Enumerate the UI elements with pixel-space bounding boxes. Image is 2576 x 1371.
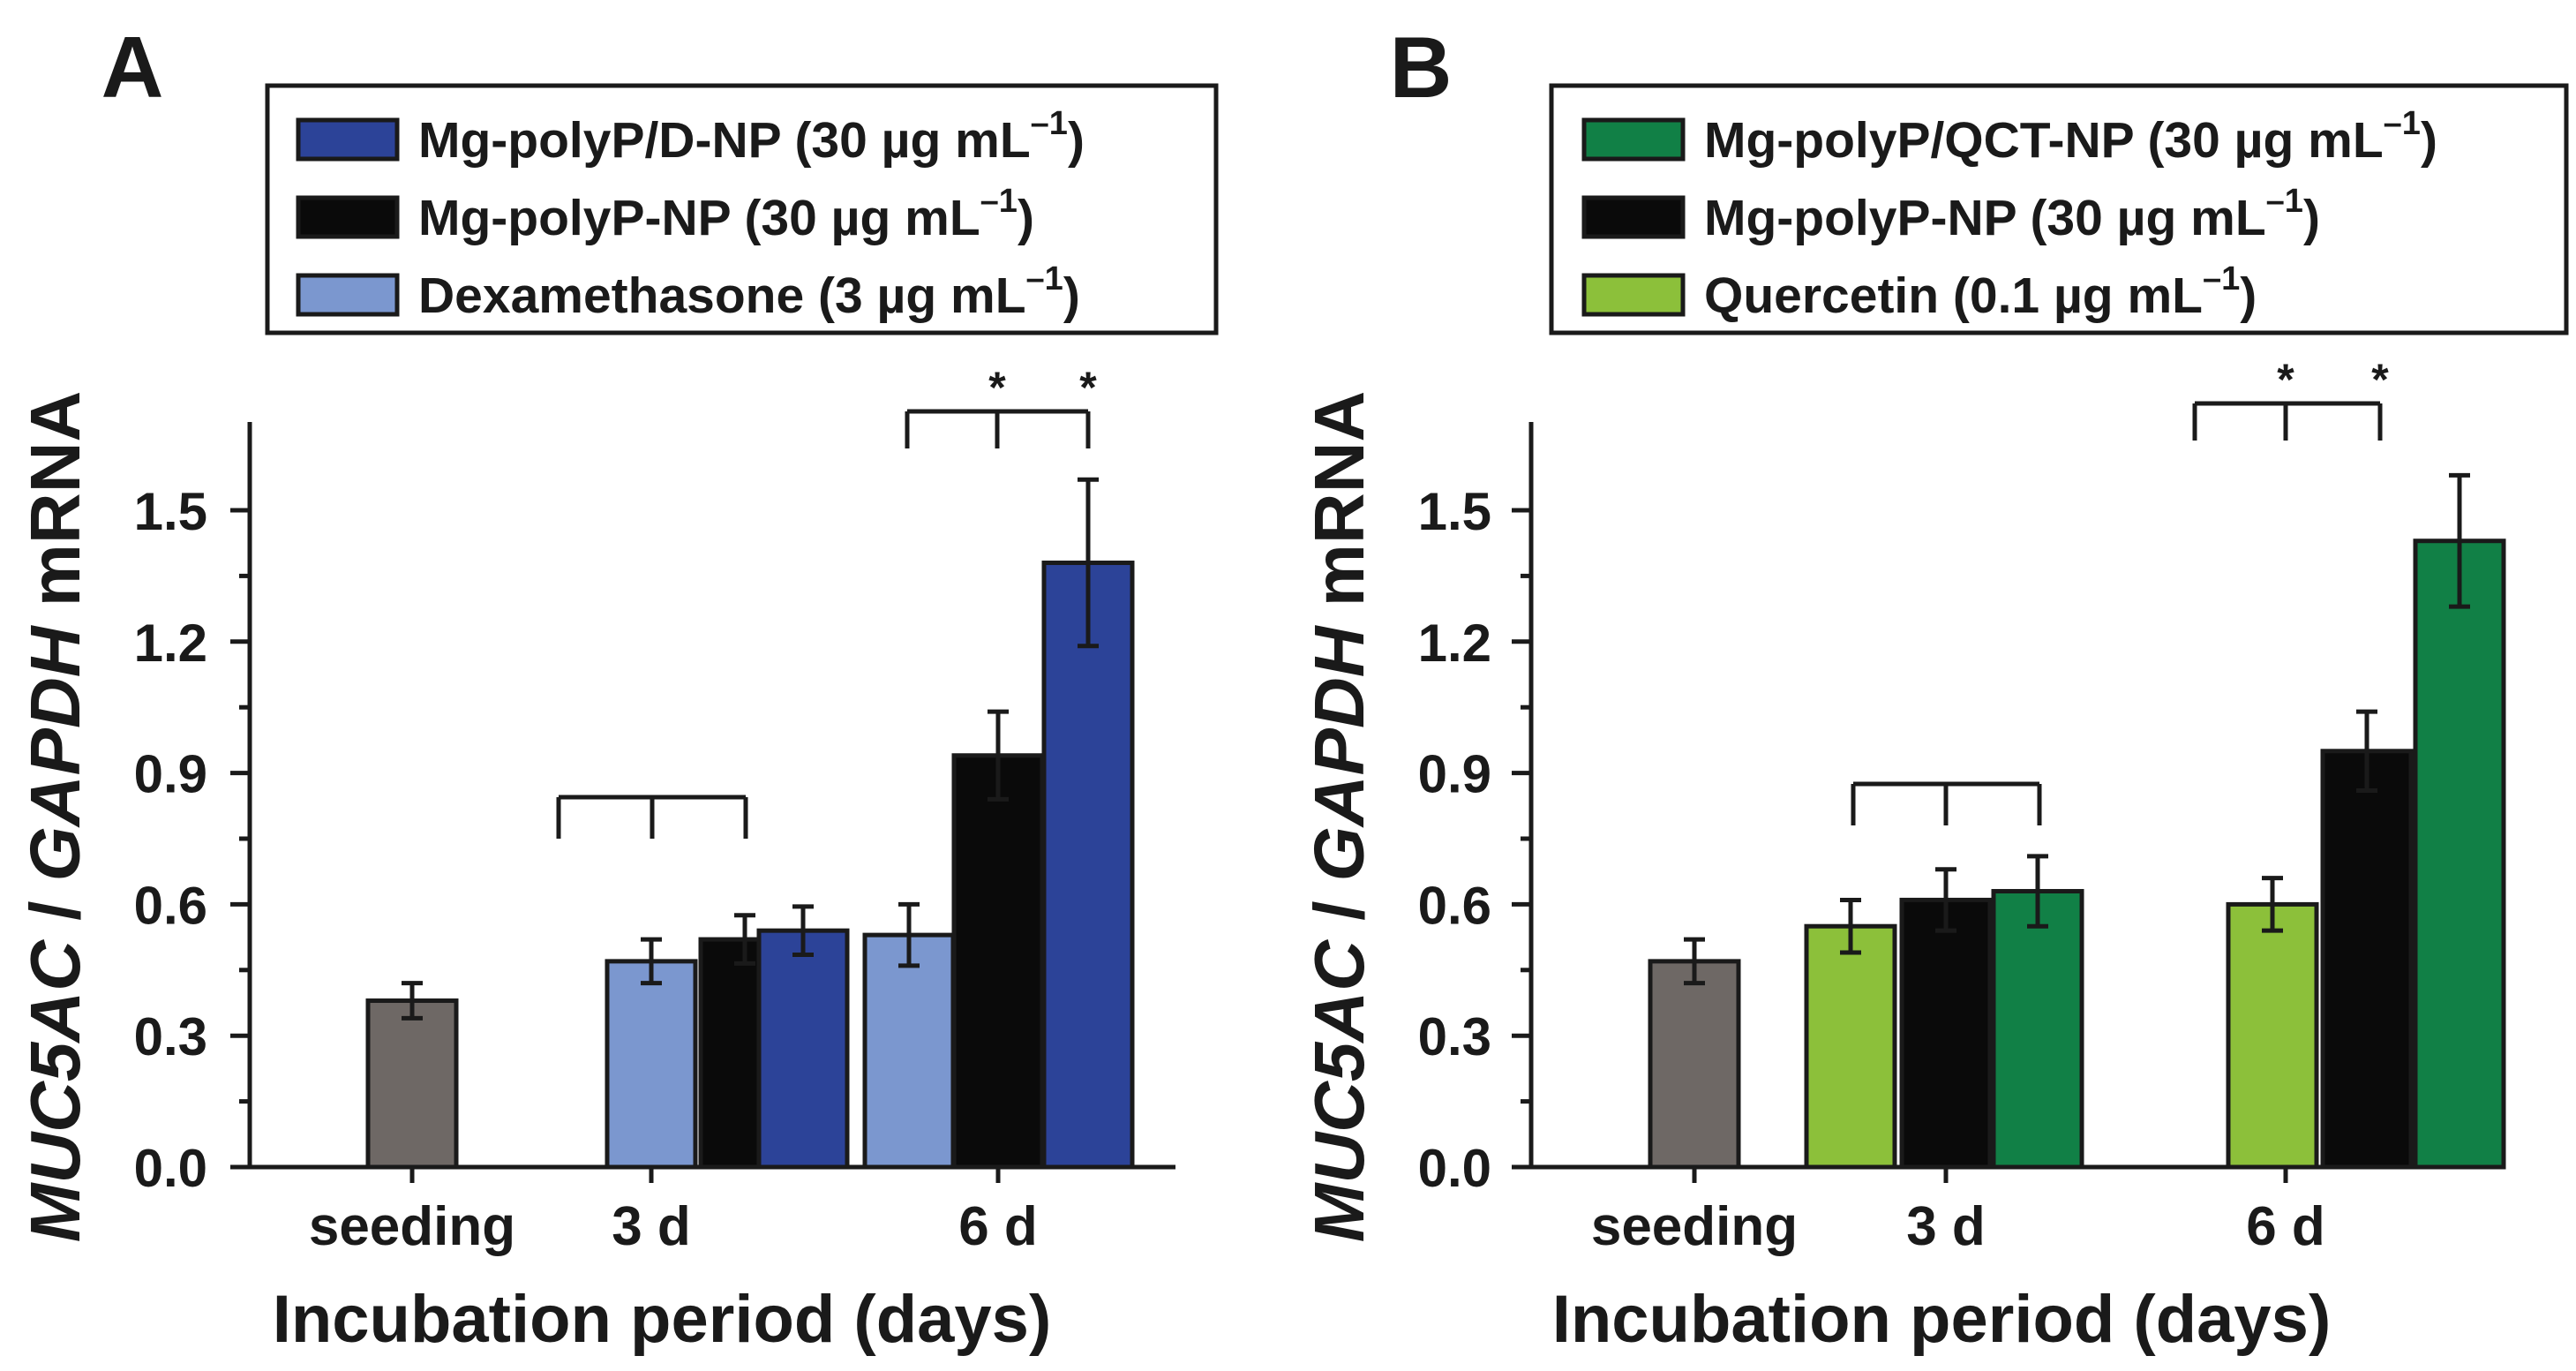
legend-superscript: –1 xyxy=(2203,260,2240,298)
legend-box xyxy=(265,83,1219,335)
y-tick-label: 0.3 xyxy=(134,1007,207,1066)
legend-label: Mg-polyP-NP (30 µg mL xyxy=(418,190,980,246)
y-axis-title-part: / xyxy=(1300,881,1378,940)
legend-box xyxy=(1549,83,2569,335)
x-category-label: 3 d xyxy=(1906,1196,1986,1257)
legend-swatch xyxy=(1581,273,1686,317)
legend-label: Quercetin (0.1 µg mL xyxy=(1704,267,2203,324)
legend-close: ) xyxy=(2240,267,2257,324)
significance-star: * xyxy=(2277,355,2294,404)
x-axis-title: Incubation period (days) xyxy=(273,1282,1052,1357)
x-category-label: seeding xyxy=(1591,1196,1798,1257)
panel-a: AMg-polyP/D-NP (30 µg mL–1)Mg-polyP-NP (… xyxy=(16,19,1219,1357)
legend-superscript: –1 xyxy=(1026,260,1063,298)
y-axis-title-part: / xyxy=(16,881,94,940)
x-category-label: 6 d xyxy=(2246,1196,2325,1257)
panel-label: B xyxy=(1390,19,1453,116)
legend-entry: Mg-polyP-NP (30 µg mL–1) xyxy=(1704,183,2320,246)
bar xyxy=(1991,889,2084,1170)
y-axis-title-part: GAPDH xyxy=(1300,624,1378,881)
bar xyxy=(1041,561,1135,1170)
bar xyxy=(756,928,850,1170)
legend-label: Dexamethasone (3 µg mL xyxy=(418,267,1026,324)
x-category-label: seeding xyxy=(309,1196,515,1257)
significance-bracket: * * xyxy=(2192,355,2389,441)
y-axis-title-part: mRNA xyxy=(16,391,94,627)
legend-close: ) xyxy=(1063,267,1080,324)
y-tick-label: 0.6 xyxy=(134,876,207,935)
y-axis-title: MUC5AC / GAPDH mRNA xyxy=(1300,391,1378,1243)
y-axis-title-part: MUC5AC xyxy=(16,939,94,1242)
legend-close: ) xyxy=(1068,112,1085,169)
bar xyxy=(605,959,698,1170)
bar xyxy=(1899,897,1993,1170)
y-axis-title: MUC5AC / GAPDH mRNA xyxy=(16,391,94,1243)
legend-superscript: –1 xyxy=(2266,183,2303,220)
bar xyxy=(2413,539,2506,1170)
significance-star: * xyxy=(1079,363,1097,412)
legend-superscript: –1 xyxy=(1031,105,1068,142)
y-tick-label: 1.5 xyxy=(134,482,207,541)
legend-swatch xyxy=(296,117,400,162)
significance-star: * xyxy=(2371,355,2389,404)
legend-swatch xyxy=(1581,117,1686,162)
y-axis-title-part: GAPDH xyxy=(16,624,94,881)
x-axis-title: Incubation period (days) xyxy=(1552,1282,2332,1357)
panel-label: A xyxy=(101,19,164,116)
legend-close: ) xyxy=(2303,190,2320,246)
legend-entry: Quercetin (0.1 µg mL–1) xyxy=(1704,260,2257,324)
panel-b: BMg-polyP/QCT-NP (30 µg mL–1)Mg-polyP-NP… xyxy=(1300,19,2569,1357)
bar xyxy=(365,998,459,1170)
bar xyxy=(2226,901,2319,1170)
y-axis-title-part: mRNA xyxy=(1300,391,1378,627)
significance-bracket: * * xyxy=(905,363,1097,448)
legend-swatch xyxy=(296,273,400,317)
legend-label: Mg-polyP-NP (30 µg mL xyxy=(1704,190,2266,246)
bar xyxy=(1804,923,1897,1170)
y-tick-label: 0.0 xyxy=(1418,1139,1491,1198)
significance-star: * xyxy=(988,363,1006,412)
x-category-label: 3 d xyxy=(612,1196,691,1257)
legend-swatch xyxy=(296,195,400,239)
y-tick-label: 1.2 xyxy=(134,614,207,673)
bar xyxy=(2320,749,2414,1170)
y-tick-label: 0.3 xyxy=(1418,1007,1491,1066)
y-tick-label: 0.9 xyxy=(1418,745,1491,804)
legend-close: ) xyxy=(1018,190,1034,246)
bar xyxy=(1648,959,1741,1170)
legend-entry: Mg-polyP/QCT-NP (30 µg mL–1) xyxy=(1704,105,2437,169)
legend-entry: Mg-polyP/D-NP (30 µg mL–1) xyxy=(418,105,1085,169)
legend-entry: Dexamethasone (3 µg mL–1) xyxy=(418,260,1080,324)
legend-superscript: –1 xyxy=(980,183,1018,220)
significance-bracket xyxy=(1851,781,2042,825)
bar xyxy=(951,753,1045,1170)
y-tick-label: 1.5 xyxy=(1418,482,1491,541)
significance-bracket xyxy=(556,795,748,839)
legend-swatch xyxy=(1581,195,1686,239)
y-tick-label: 0.6 xyxy=(1418,876,1491,935)
legend-label: Mg-polyP/D-NP (30 µg mL xyxy=(418,112,1031,169)
legend-close: ) xyxy=(2421,112,2437,169)
y-axis-title-part: MUC5AC xyxy=(1300,939,1378,1242)
y-tick-label: 0.9 xyxy=(134,745,207,804)
y-tick-label: 1.2 xyxy=(1418,614,1491,673)
legend-superscript: –1 xyxy=(2384,105,2421,142)
y-tick-label: 0.0 xyxy=(134,1139,207,1198)
x-category-label: 6 d xyxy=(958,1196,1038,1257)
legend-entry: Mg-polyP-NP (30 µg mL–1) xyxy=(418,183,1034,246)
bar xyxy=(862,932,956,1170)
legend-label: Mg-polyP/QCT-NP (30 µg mL xyxy=(1704,112,2384,169)
